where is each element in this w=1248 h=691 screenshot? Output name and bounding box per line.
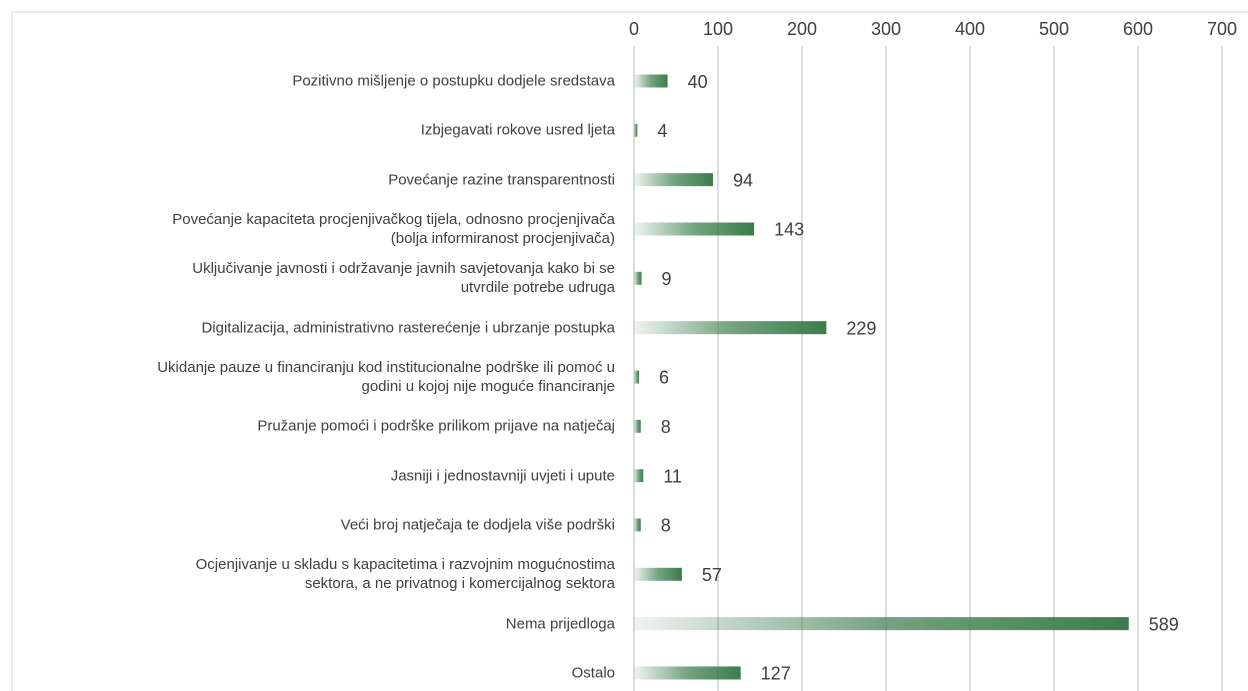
value-label: 8 (661, 417, 671, 437)
x-tick-label: 700 (1207, 19, 1237, 39)
value-label: 57 (702, 565, 722, 585)
bar (634, 370, 640, 384)
category-label: Veći broj natječaja te dodjela više podr… (340, 516, 615, 534)
value-label: 4 (657, 121, 667, 141)
bar (634, 518, 641, 532)
bar (634, 123, 638, 137)
bar (634, 666, 741, 680)
x-tick-label: 300 (871, 19, 901, 39)
bar (634, 567, 682, 581)
bar (634, 321, 827, 335)
category-label: Pružanje pomoći i podrške prilikom prija… (257, 417, 615, 435)
bar (634, 469, 644, 483)
value-label: 127 (761, 664, 791, 684)
category-label: Jasniji i jednostavniji uvjeti i upute (390, 467, 615, 485)
value-label: 40 (688, 72, 708, 92)
value-label: 8 (661, 516, 671, 536)
value-label: 94 (733, 170, 753, 190)
category-label: Pozitivno mišljenje o postupku dodjele s… (292, 72, 615, 90)
value-label: 9 (662, 269, 672, 289)
x-tick-label: 0 (629, 19, 639, 39)
bar (634, 222, 755, 236)
category-label: Ukidanje pauze u financiranju kod instit… (157, 358, 615, 395)
value-label: 6 (659, 368, 669, 388)
category-label: Uključivanje javnosti i održavanje javni… (192, 260, 615, 297)
value-label: 143 (774, 220, 804, 240)
x-tick-label: 600 (1123, 19, 1153, 39)
category-label: Povećanje razine transparentnosti (388, 171, 615, 189)
bar (634, 617, 1129, 631)
x-tick-label: 500 (1039, 19, 1069, 39)
bar (634, 419, 641, 433)
value-label: 229 (846, 318, 876, 338)
category-label: Nema prijedloga (505, 615, 615, 633)
category-label: Digitalizacija, administrativno rastereć… (201, 319, 615, 337)
bar (634, 173, 713, 187)
x-tick-label: 200 (787, 19, 817, 39)
x-tick-label: 400 (955, 19, 985, 39)
category-label: Izbjegavati rokove usred ljeta (420, 121, 615, 139)
bar (634, 74, 668, 88)
value-label: 11 (663, 466, 682, 486)
bar (634, 271, 642, 285)
category-label: Ostalo (571, 664, 615, 682)
chart-border (11, 11, 1248, 691)
value-label: 589 (1149, 614, 1179, 634)
category-label: Ocjenjivanje u skladu s kapacitetima i r… (195, 556, 615, 593)
x-tick-label: 100 (703, 19, 733, 39)
category-label: Povećanje kapaciteta procjenjivačkog tij… (172, 210, 615, 247)
